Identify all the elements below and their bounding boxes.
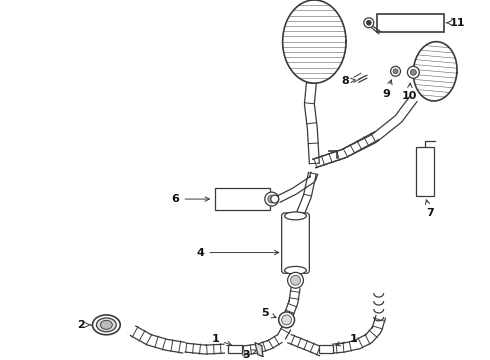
Circle shape [291, 275, 300, 285]
Text: 1: 1 [336, 334, 358, 346]
Text: 9: 9 [383, 80, 392, 99]
Circle shape [364, 18, 374, 28]
Ellipse shape [285, 212, 306, 220]
Text: 4: 4 [196, 248, 279, 257]
Circle shape [265, 192, 279, 206]
Text: 8: 8 [341, 76, 355, 86]
Circle shape [268, 195, 276, 203]
Text: 3: 3 [242, 350, 256, 360]
Text: 11: 11 [446, 18, 465, 28]
Bar [228, 345, 242, 352]
Text: 2: 2 [77, 320, 90, 330]
Circle shape [271, 195, 279, 203]
Ellipse shape [93, 315, 120, 335]
Circle shape [393, 69, 398, 74]
Polygon shape [255, 343, 263, 356]
Circle shape [407, 66, 419, 78]
Ellipse shape [285, 266, 306, 274]
Circle shape [279, 312, 294, 328]
Circle shape [391, 66, 400, 76]
Circle shape [282, 315, 292, 325]
Circle shape [288, 273, 303, 288]
Bar [416, 147, 434, 196]
Circle shape [367, 20, 371, 25]
Ellipse shape [100, 320, 112, 329]
Text: 10: 10 [402, 83, 417, 101]
Text: 7: 7 [425, 200, 434, 218]
Text: 6: 6 [172, 194, 209, 204]
Text: 1: 1 [211, 334, 231, 346]
Bar [377, 14, 444, 32]
Text: 5: 5 [261, 308, 276, 318]
Bar [319, 345, 333, 352]
Ellipse shape [97, 318, 116, 332]
Bar [215, 188, 270, 210]
Circle shape [411, 69, 416, 75]
FancyBboxPatch shape [282, 213, 309, 273]
